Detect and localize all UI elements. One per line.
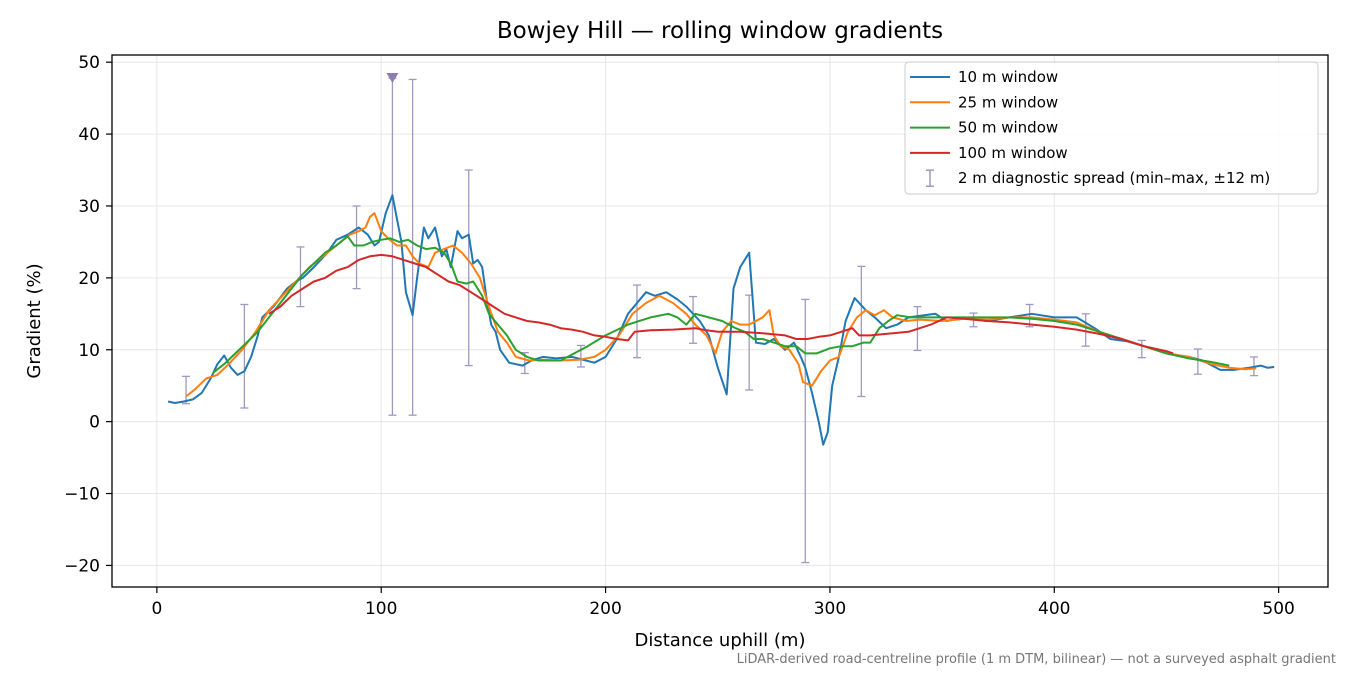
y-axis-ticks: −20 −10 0 10 20 30 40 50 — [64, 53, 112, 576]
spread-bar — [182, 375, 191, 405]
y-tick-label: 20 — [78, 269, 100, 289]
grid — [112, 55, 1328, 587]
spread-bar — [464, 169, 473, 367]
x-tick-label: 400 — [1038, 599, 1070, 619]
spread-bar — [1137, 339, 1146, 359]
series-line-50-m-window — [212, 235, 1230, 374]
spread-bar — [857, 265, 866, 398]
y-tick-label: −20 — [64, 556, 100, 576]
x-axis-ticks: 0 100 200 300 400 500 — [151, 587, 1295, 619]
y-tick-label: 10 — [78, 341, 100, 361]
y-tick-label: 30 — [78, 197, 100, 217]
legend: 10 m window 25 m window 50 m window 100 m w… — [904, 61, 1319, 195]
spread-bar — [352, 205, 361, 290]
x-tick-label: 100 — [365, 599, 397, 619]
x-tick-label: 300 — [814, 599, 846, 619]
y-tick-label: 40 — [78, 125, 100, 145]
plot-frame — [111, 54, 1329, 588]
spread-bar — [408, 78, 417, 416]
spread-bar — [1081, 313, 1090, 347]
spread-bar — [240, 303, 249, 409]
x-tick-label: 0 — [151, 599, 162, 619]
footnote: LiDAR-derived road-centreline profile (1… — [736, 652, 1336, 667]
legend-swatch — [926, 169, 934, 187]
legend-label: 2 m diagnostic spread (min–max, ±12 m) — [958, 169, 1270, 187]
chart-title: Bowjey Hill — rolling window gradients — [496, 18, 944, 44]
legend-label: 50 m window — [958, 119, 1058, 137]
y-tick-label: −10 — [64, 485, 100, 505]
clipped-value-marker — [386, 73, 399, 84]
spread-bar — [689, 295, 698, 344]
series-line-100-m-window — [268, 253, 1174, 355]
legend-label: 10 m window — [958, 68, 1058, 86]
x-tick-label: 500 — [1262, 599, 1294, 619]
spread-bar — [1025, 303, 1034, 328]
spread-bar — [388, 77, 397, 416]
spread-bar — [1193, 348, 1202, 375]
y-axis-label: Gradient (%) — [24, 263, 45, 378]
series-line-25-m-window — [185, 212, 1257, 398]
x-axis-label: Distance uphill (m) — [635, 630, 806, 651]
legend-label: 25 m window — [958, 93, 1058, 111]
y-tick-label: 0 — [89, 413, 100, 433]
legend-box — [904, 61, 1319, 195]
x-tick-label: 200 — [589, 599, 621, 619]
spread-bars — [182, 73, 1258, 564]
spread-bar — [745, 294, 754, 391]
spread-bar — [801, 298, 810, 564]
legend-label: 100 m window — [958, 144, 1068, 162]
y-tick-label: 50 — [78, 53, 100, 73]
series-lines — [167, 194, 1275, 446]
